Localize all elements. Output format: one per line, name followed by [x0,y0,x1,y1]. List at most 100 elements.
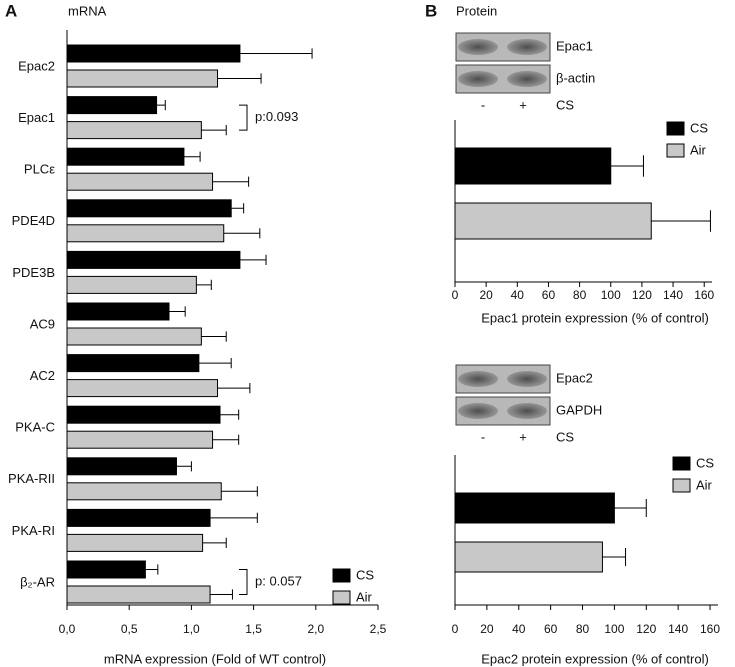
bar [66,69,219,88]
x-tick-label: 120 [632,288,652,302]
legend-label: Air [356,589,373,604]
x-tick-label: 60 [542,288,556,302]
x-tick-label: 0 [452,622,459,636]
error-bar [231,203,245,214]
legend-label: CS [696,455,714,470]
x-axis-label: Epac1 protein expression (% of control) [481,310,709,325]
panel-letter: B [425,1,437,20]
legend-swatch [672,456,691,471]
x-tick-label: 40 [511,288,525,302]
bar [66,533,204,552]
bar [66,457,177,476]
blot-band [458,71,498,87]
bar [66,585,211,604]
x-tick-label: 100 [604,622,624,636]
lane-label: + [519,429,527,444]
x-axis-label: mRNA expression (Fold of WT control) [104,651,326,666]
x-tick-label: 2,0 [307,622,324,636]
x-tick-label: 80 [576,622,590,636]
error-bar [223,228,261,239]
error-bar [145,564,159,575]
bar [454,541,603,573]
error-bar [221,486,258,497]
bar [454,147,612,185]
x-tick-label: 160 [694,288,714,302]
category-label: PKA-RI [12,523,55,538]
bar [66,96,158,115]
x-tick-label: 0,5 [121,622,138,636]
category-label: AC2 [30,368,55,383]
blot-label: Epac2 [556,370,593,385]
blot-label: GAPDH [556,402,602,417]
bar [66,250,241,269]
error-bar [201,331,227,342]
x-tick-label: 160 [700,622,720,636]
legend-swatch [672,478,691,493]
blot-label: β-actin [556,70,595,85]
legend-swatch [666,143,685,158]
error-bar [614,499,647,517]
category-label: AC9 [30,316,55,331]
bar [66,560,146,579]
error-bar [210,512,258,523]
lane-label: + [519,97,527,112]
bar [66,275,197,294]
bar [66,172,214,191]
category-label: Epac1 [18,110,55,125]
x-tick-label: 140 [668,622,688,636]
category-label: β₂-AR [20,574,55,589]
bar [454,492,615,524]
error-bar [217,383,251,394]
error-bar [210,589,233,600]
legend-swatch [666,121,685,136]
error-bar [198,358,232,369]
category-label: PDE4D [12,213,55,228]
bar [454,202,652,240]
error-bar [201,125,227,136]
error-bar [239,254,267,265]
x-tick-label: 20 [479,288,493,302]
error-bar [202,537,227,548]
error-bar [610,155,644,177]
bar [66,482,222,501]
error-bar [212,434,240,445]
bar [66,354,200,373]
bar [66,508,211,527]
error-bar [220,409,240,420]
x-tick-label: 140 [663,288,683,302]
legend-label: Air [690,142,707,157]
panel-letter: A [5,1,17,20]
panel-title: mRNA [68,3,107,18]
x-tick-label: 60 [544,622,558,636]
x-tick-label: 20 [480,622,494,636]
annotation: p:0.093 [255,109,298,124]
legend-label: CS [690,120,708,135]
bar [66,44,241,63]
blot-band [507,39,547,55]
category-label: Epac2 [18,58,55,73]
x-tick-label: 2,5 [370,622,387,636]
blot-label: Epac1 [556,38,593,53]
bar [66,224,225,243]
treatment-label: CS [556,429,574,444]
bar [66,379,219,398]
error-bar [183,151,201,162]
error-bar [212,176,250,187]
bar [66,147,185,166]
blot-band [507,371,547,387]
error-bar [196,279,212,290]
error-bar [239,48,313,59]
category-label: PKA-C [15,420,55,435]
error-bar [217,73,262,84]
category-label: PDE3B [12,265,55,280]
x-tick-label: 100 [601,288,621,302]
error-bar [651,210,711,232]
blot-band [458,403,498,419]
panel-title: Protein [456,3,497,18]
legend-swatch [332,590,351,605]
error-bar [176,461,192,472]
x-tick-label: 1,0 [183,622,200,636]
x-axis-label: Epac2 protein expression (% of control) [481,651,709,666]
bar [66,405,221,424]
blot-band [507,403,547,419]
